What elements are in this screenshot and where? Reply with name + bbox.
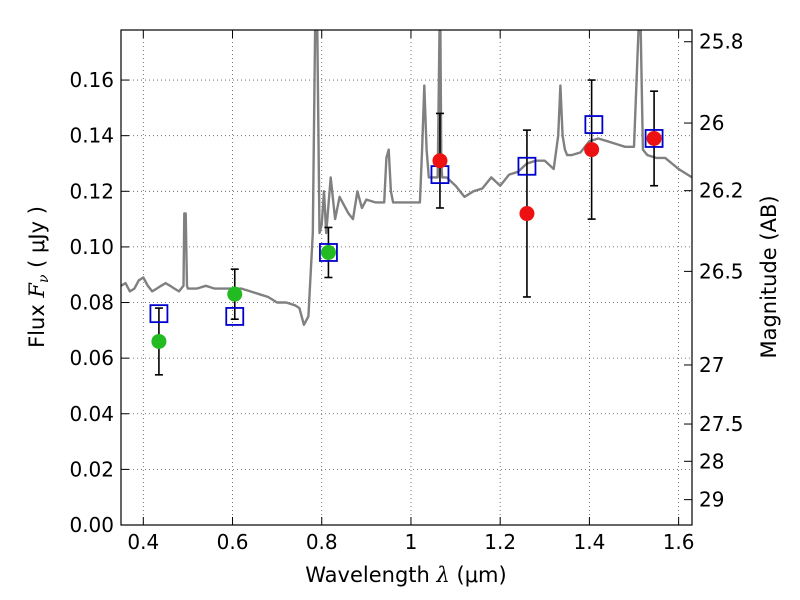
y-tick-label: 0.06: [69, 346, 114, 370]
y2-tick-label: 27.5: [699, 412, 744, 436]
model-flux-square: [319, 243, 338, 262]
plot-frame: [120, 29, 693, 526]
observed-flux-point: [320, 244, 336, 260]
y-tick-label: 0.00: [69, 513, 114, 537]
data-layer: [121, 30, 692, 376]
x-tick-label: 1.6: [663, 530, 695, 554]
observed-flux-point: [227, 286, 243, 302]
y2-axis-title: Magnitude (AB): [757, 195, 781, 358]
model-flux-square: [225, 307, 245, 326]
grid-lines: [121, 30, 692, 526]
y-tick-label: 0.08: [69, 291, 114, 315]
y-axis-title: Flux Fν ( μJy ): [25, 206, 52, 348]
observed-flux-point: [432, 153, 448, 169]
x-tick-label: 0.6: [217, 530, 249, 554]
plot-background: [121, 30, 692, 525]
x-tick-label: 1.2: [484, 530, 516, 554]
y-tick-label: 0.02: [69, 457, 114, 481]
y-tick-label: 0.16: [69, 68, 114, 92]
model-flux-square: [517, 156, 537, 176]
axis-ticks: 0.4 0.6 0.8 1 1.2 1.4 1.6 0.00 0.02 0.04 0.06 0.08 0…: [69, 30, 743, 554]
y2-tick-label: 29: [699, 488, 724, 512]
model-flux-square: [584, 115, 604, 134]
model-flux-square: [149, 304, 169, 324]
observed-flux-point: [646, 130, 662, 146]
x-axis-title: Wavelength λ (μm): [305, 563, 506, 587]
y2-tick-label: 25.8: [699, 30, 744, 54]
y-tick-label: 0.14: [69, 124, 114, 148]
observed-flux-point: [151, 333, 167, 349]
y-tick-label: 0.10: [69, 235, 114, 259]
y2-tick-label: 28: [699, 449, 724, 473]
observed-flux-point: [584, 142, 600, 158]
model-spectrum-line: [121, 30, 692, 326]
y2-tick-label: 26.2: [699, 179, 744, 203]
y2-tick-label: 27: [699, 353, 724, 377]
x-tick-label: 1.4: [573, 530, 605, 554]
y2-tick-label: 26.5: [699, 259, 744, 283]
model-flux-square: [644, 129, 664, 148]
y2-tick-label: 26: [699, 111, 724, 135]
x-tick-label: 1: [405, 530, 418, 554]
y-tick-label: 0.04: [69, 402, 114, 426]
x-tick-label: 0.4: [127, 530, 159, 554]
observed-flux-point: [519, 206, 535, 222]
x-tick-label: 0.8: [306, 530, 338, 554]
y-tick-label: 0.12: [69, 179, 114, 203]
